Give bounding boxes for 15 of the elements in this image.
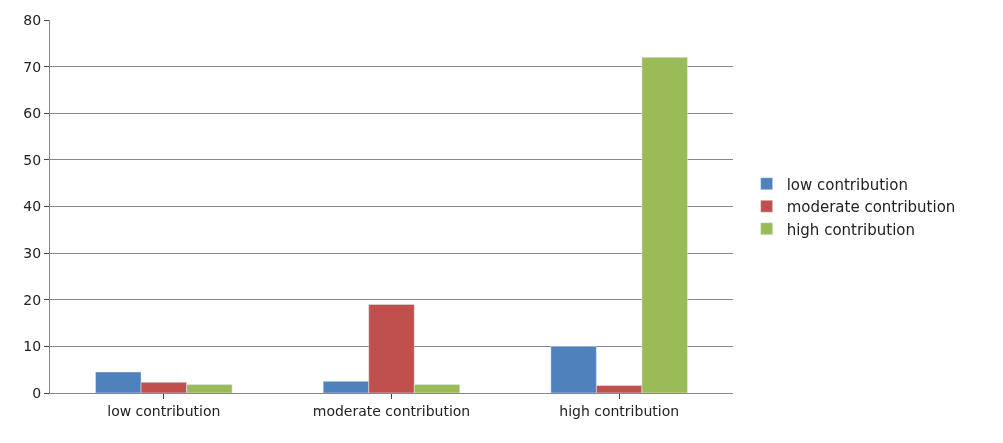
y-tick-label: 20	[23, 291, 42, 308]
legend-label: low contribution	[786, 175, 908, 194]
legend-label: high contribution	[786, 220, 916, 239]
y-tick-label: 0	[32, 384, 42, 401]
x-tick-label: moderate contribution	[312, 402, 471, 419]
y-tick-label: 10	[23, 338, 42, 355]
x-tick-label: low contribution	[107, 402, 221, 419]
y-tick-label: 30	[23, 245, 42, 262]
y-tick-label: 60	[23, 105, 42, 122]
x-tick-label: high contribution	[559, 402, 680, 419]
y-tick-label: 50	[23, 151, 42, 168]
y-tick-label: 40	[23, 198, 42, 215]
y-tick-label: 70	[23, 58, 42, 75]
y-tick-label: 80	[23, 11, 42, 28]
legend-label: moderate contribution	[786, 198, 956, 217]
